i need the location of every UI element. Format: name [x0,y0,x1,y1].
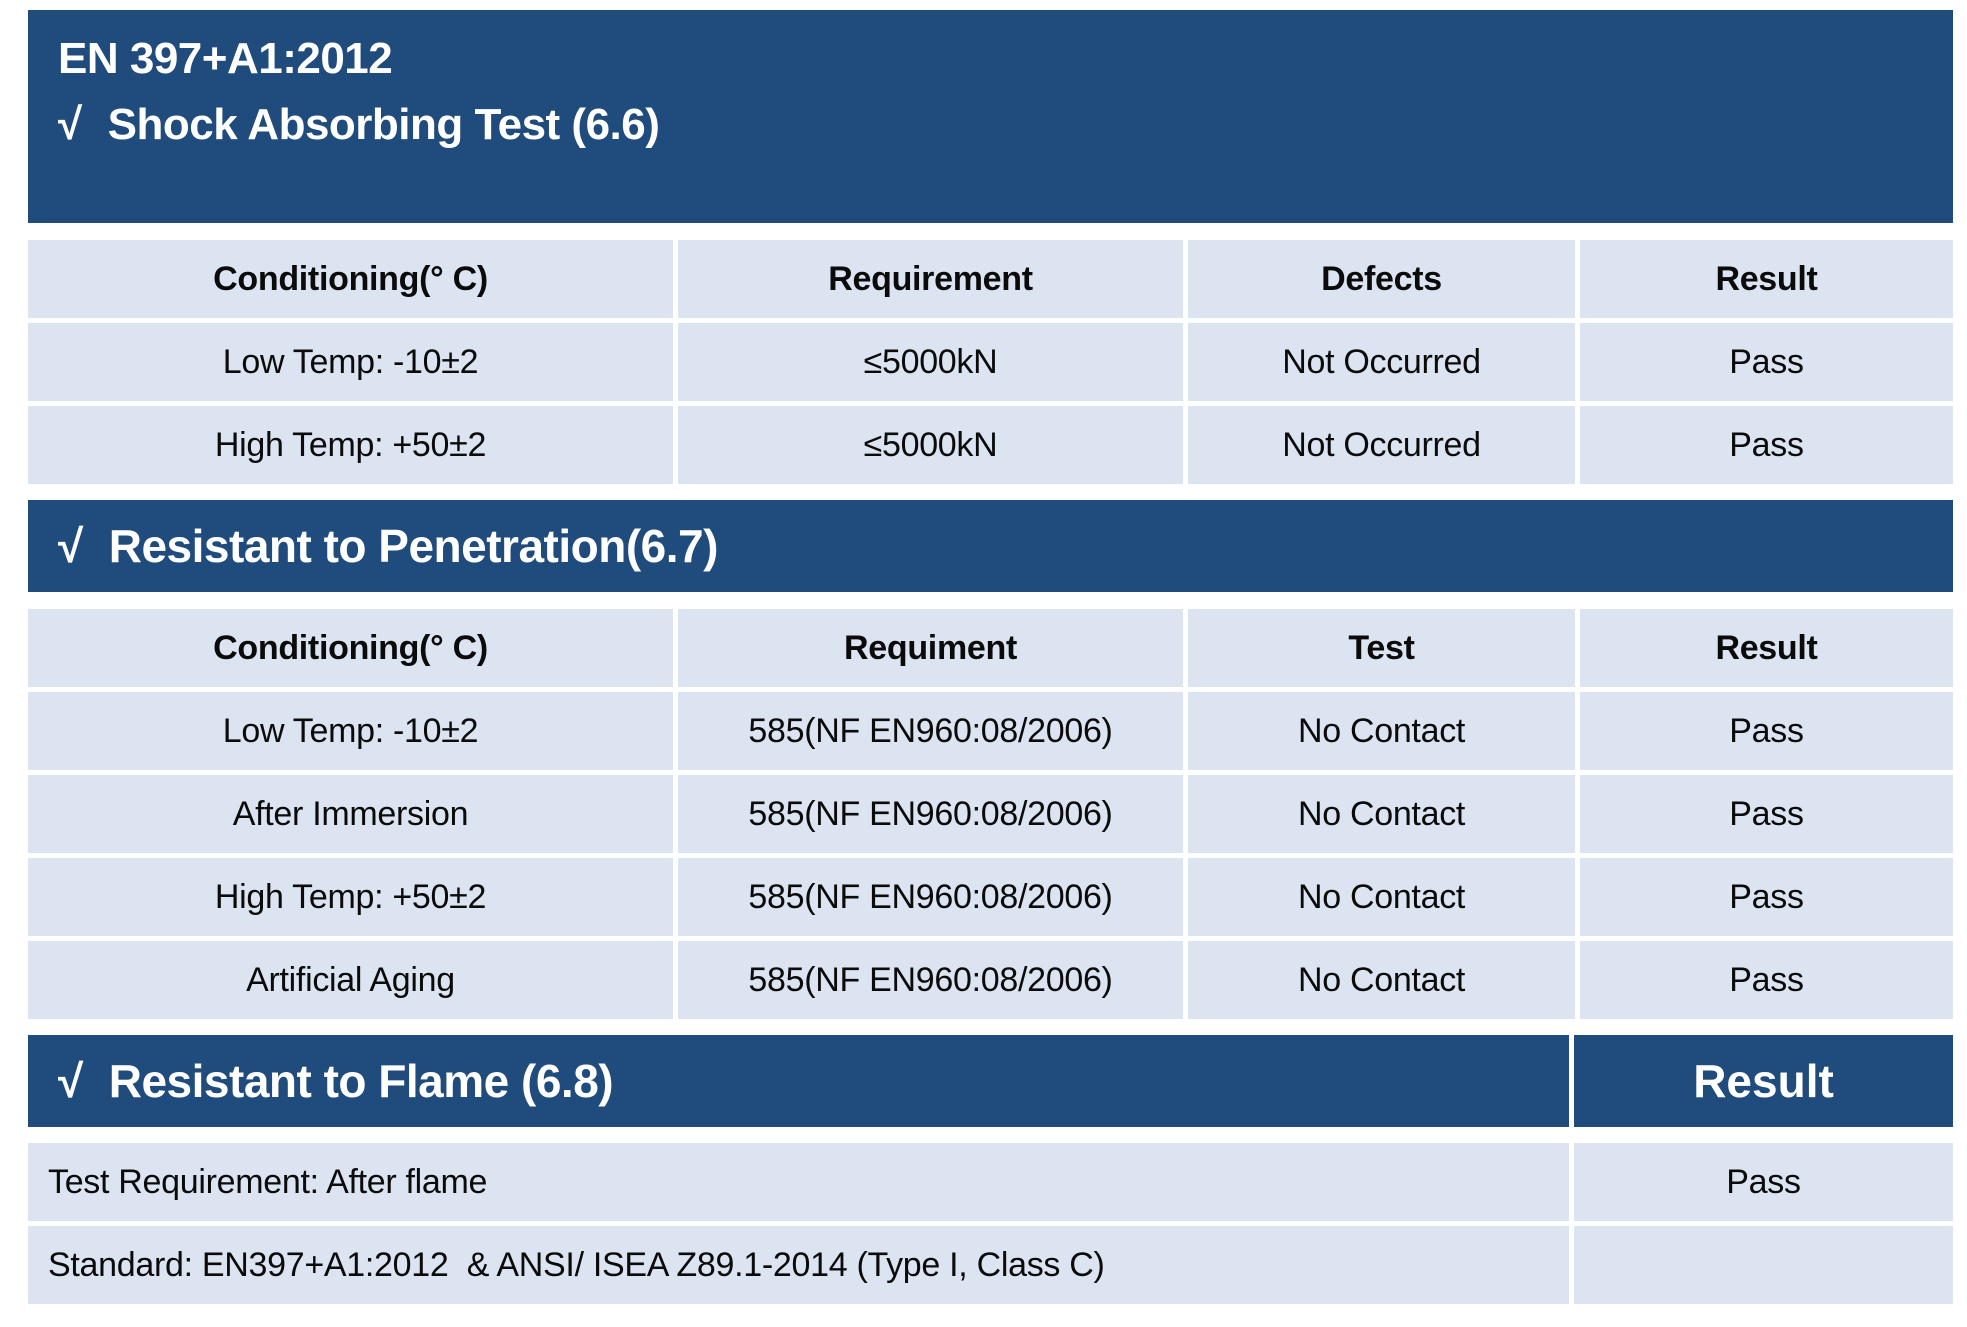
penetration-col-header-requiment: Requiment [678,609,1183,687]
shock-row1-result: Pass [1580,323,1953,401]
shock-row1-conditioning: Low Temp: -10±2 [28,323,673,401]
shock-col-header-requirement: Requirement [678,240,1183,318]
penetration-row4-requiment: 585(NF EN960:08/2006) [678,941,1183,1019]
shock-section-banner: EN 397+A1:2012 √ Shock Absorbing Test (6.… [28,10,1953,223]
penetration-row3-result: Pass [1580,858,1953,936]
penetration-row1-result: Pass [1580,692,1953,770]
penetration-row1-requiment: 585(NF EN960:08/2006) [678,692,1183,770]
report-content: EN 397+A1:2012 √ Shock Absorbing Test (6.… [28,10,1953,1304]
flame-section-title: Resistant to Flame (6.8) [108,1055,614,1107]
flame-row2-description: Standard: EN397+A1:2012 & ANSI/ ISEA Z89… [28,1226,1569,1304]
penetration-row3-requiment: 585(NF EN960:08/2006) [678,858,1183,936]
penetration-table: Conditioning(° C) Requiment Test Result … [28,609,1953,1019]
penetration-row2-test: No Contact [1188,775,1575,853]
penetration-col-header-test: Test [1188,609,1575,687]
penetration-row4-test: No Contact [1188,941,1575,1019]
penetration-row4-result: Pass [1580,941,1953,1019]
penetration-row1-conditioning: Low Temp: -10±2 [28,692,673,770]
flame-row1-result: Pass [1574,1143,1953,1221]
penetration-row2-result: Pass [1580,775,1953,853]
flame-result-header: Result [1574,1035,1953,1127]
shock-row1-defects: Not Occurred [1188,323,1575,401]
shock-col-header-defects: Defects [1188,240,1575,318]
checkmark-icon: √ [58,520,83,572]
shock-row2-defects: Not Occurred [1188,406,1575,484]
penetration-col-header-conditioning: Conditioning(° C) [28,609,673,687]
checkmark-icon: √ [58,100,82,149]
shock-row2-requirement: ≤5000kN [678,406,1183,484]
penetration-section-title: Resistant to Penetration(6.7) [108,520,719,572]
shock-table: Conditioning(° C) Requirement Defects Re… [28,240,1953,484]
penetration-row2-conditioning: After Immersion [28,775,673,853]
flame-section-banner: √ Resistant to Flame (6.8) [28,1035,1569,1127]
shock-row2-conditioning: High Temp: +50±2 [28,406,673,484]
shock-section-title: √ Shock Absorbing Test (6.6) [58,92,1953,158]
shock-section-title-text: Shock Absorbing Test (6.6) [107,100,660,149]
checkmark-icon: √ [58,1055,83,1107]
flame-section-banner-row: √ Resistant to Flame (6.8) Result [28,1035,1953,1127]
penetration-row3-conditioning: High Temp: +50±2 [28,858,673,936]
flame-table: Test Requirement: After flame Pass Stand… [28,1143,1953,1304]
shock-row1-requirement: ≤5000kN [678,323,1183,401]
shock-col-header-result: Result [1580,240,1953,318]
standard-title: EN 397+A1:2012 [58,34,393,83]
penetration-row1-test: No Contact [1188,692,1575,770]
shock-col-header-conditioning: Conditioning(° C) [28,240,673,318]
penetration-section-banner: √ Resistant to Penetration(6.7) [28,500,1953,592]
shock-row2-result: Pass [1580,406,1953,484]
flame-row1-description: Test Requirement: After flame [28,1143,1569,1221]
penetration-col-header-result: Result [1580,609,1953,687]
penetration-row2-requiment: 585(NF EN960:08/2006) [678,775,1183,853]
flame-row2-result [1574,1226,1953,1304]
penetration-row4-conditioning: Artificial Aging [28,941,673,1019]
penetration-row3-test: No Contact [1188,858,1575,936]
